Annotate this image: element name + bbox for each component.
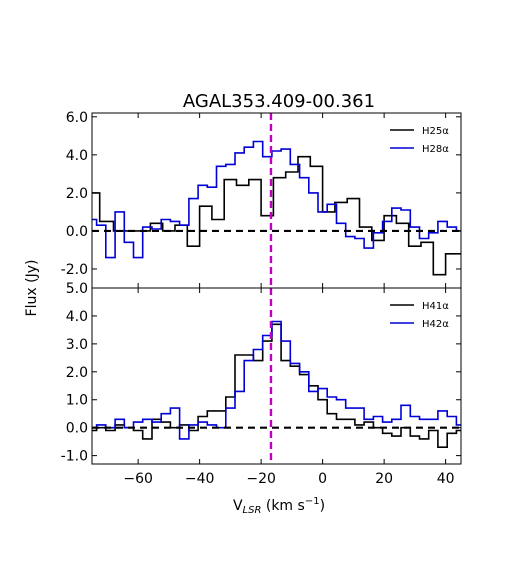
x-tick-label: 0	[318, 471, 327, 487]
y-tick-label: 4.0	[66, 148, 88, 164]
y-tick-label: 4.0	[66, 309, 88, 325]
y-tick-label: -2.0	[61, 262, 88, 278]
x-tick-label: −40	[185, 471, 215, 487]
panel-top: -2.0 0.0 2.0 4.0 6.0 H25α H28α	[61, 110, 462, 289]
y-tick-label: 1.0	[66, 393, 88, 409]
panel-bottom: -1.0 0.0 1.0 2.0 3.0 4.0 5.0 −60 −40 −20 0 20 40 H41α…	[61, 281, 462, 487]
y-tick-label: 5.0	[66, 281, 88, 297]
y-tick-label: 0.0	[66, 421, 88, 437]
legend-label: H25α	[422, 126, 449, 137]
panel-frame	[91, 287, 462, 465]
legend-label: H41α	[422, 301, 449, 312]
y-tick-label: 2.0	[66, 365, 88, 381]
x-tick-label: −60	[123, 471, 153, 487]
x-tick-label: −20	[246, 471, 276, 487]
y-tick-label: -1.0	[61, 449, 88, 465]
panel-frame	[91, 112, 462, 289]
x-tick-label: 40	[437, 471, 455, 487]
y-axis-label: Flux (Jy)	[24, 260, 40, 317]
legend-label: H42α	[422, 319, 449, 330]
x-tick-label: 20	[375, 471, 393, 487]
y-tick-label: 3.0	[66, 337, 88, 353]
y-tick-label: 2.0	[66, 186, 88, 202]
series-line-bottom-1	[92, 320, 461, 440]
series-line-top-1	[92, 140, 461, 259]
legend-label: H28α	[422, 144, 449, 155]
chart-title: AGAL353.409-00.361	[183, 91, 375, 112]
x-axis-label: VLSR (km s−1)	[233, 496, 325, 516]
y-tick-label: 6.0	[66, 110, 88, 126]
y-tick-label: 0.0	[66, 224, 88, 240]
plot-area: -2.0 0.0 2.0 4.0 6.0 H25α H28α -1.0 0.0 1.0 2.0 3.0…	[61, 110, 462, 487]
series-line-top-0	[92, 155, 461, 276]
